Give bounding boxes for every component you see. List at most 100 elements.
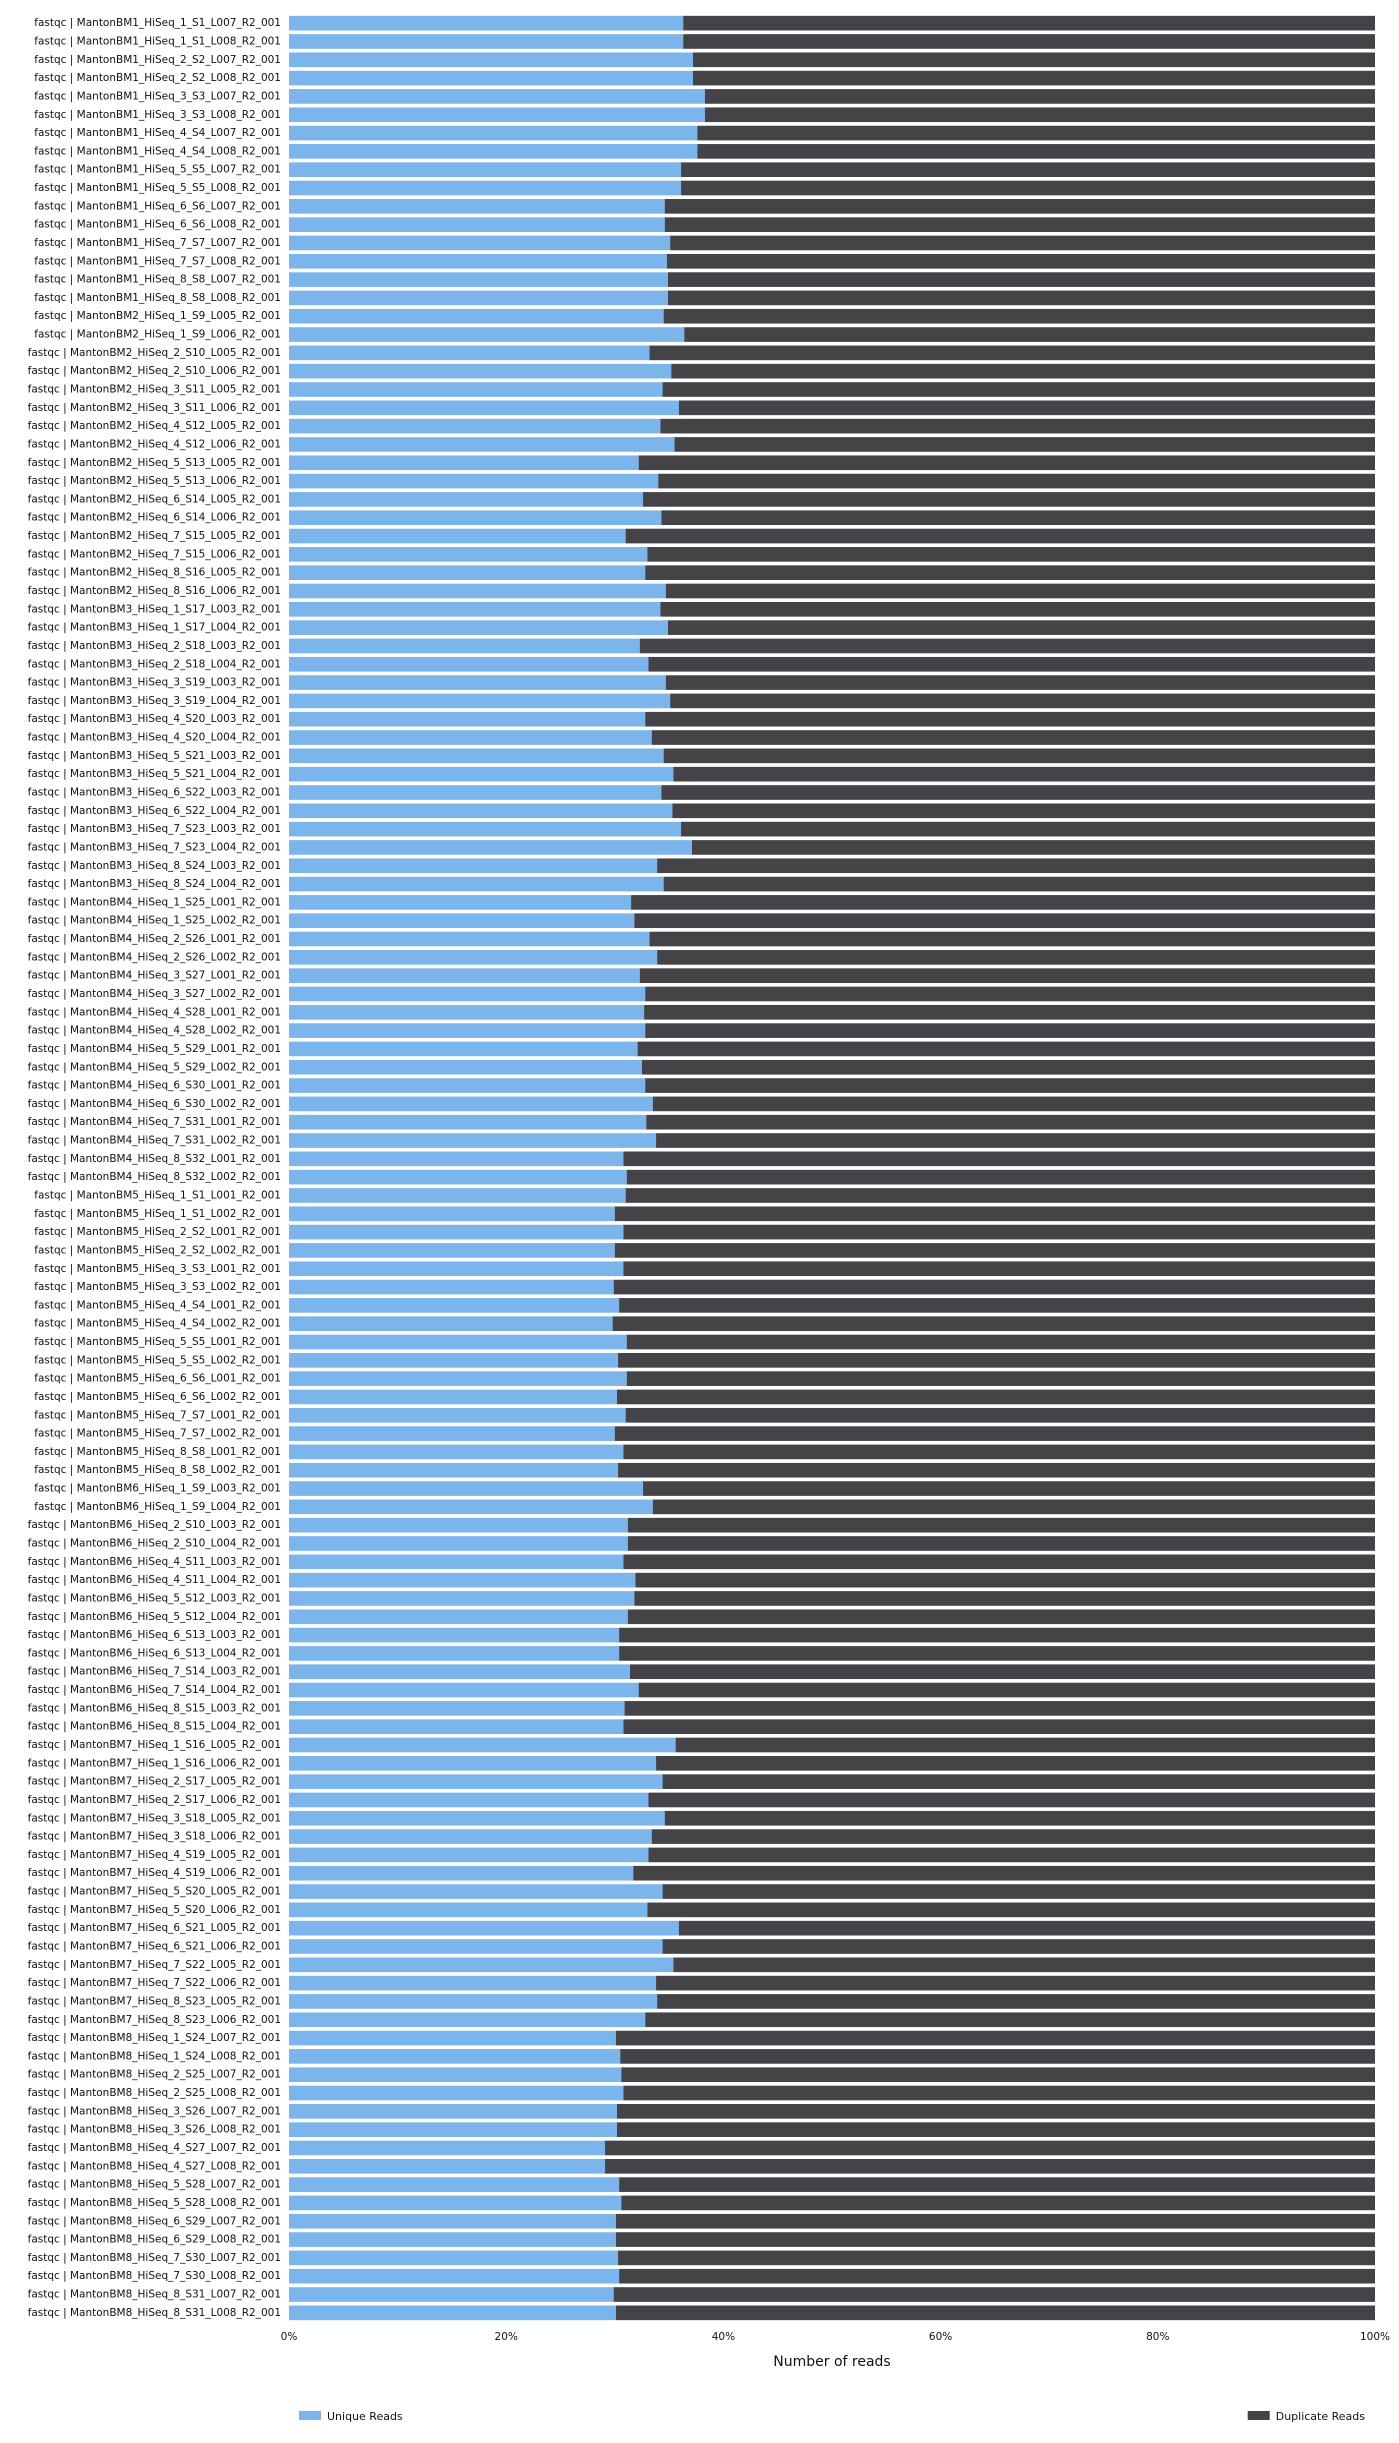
legend-item-unique-reads[interactable]: Unique Reads bbox=[299, 2410, 403, 2423]
bar-duplicate-reads[interactable] bbox=[616, 2104, 1375, 2119]
bar-unique-reads[interactable] bbox=[289, 931, 650, 947]
bar-unique-reads[interactable] bbox=[289, 1810, 665, 1826]
bar-unique-reads[interactable] bbox=[289, 1298, 620, 1313]
bar-duplicate-reads[interactable] bbox=[704, 89, 1375, 104]
bar-unique-reads[interactable] bbox=[289, 821, 682, 837]
bar-duplicate-reads[interactable] bbox=[645, 2012, 1375, 2028]
bar-unique-reads[interactable] bbox=[289, 217, 665, 232]
bar-duplicate-reads[interactable] bbox=[621, 2195, 1375, 2211]
bar-duplicate-reads[interactable] bbox=[660, 418, 1375, 434]
bar-unique-reads[interactable] bbox=[289, 2305, 616, 2321]
bar-unique-reads[interactable] bbox=[289, 1407, 626, 1423]
bar-duplicate-reads[interactable] bbox=[656, 1975, 1375, 1991]
bar-duplicate-reads[interactable] bbox=[620, 2049, 1375, 2064]
bar-unique-reads[interactable] bbox=[289, 693, 671, 709]
bar-unique-reads[interactable] bbox=[289, 1041, 638, 1057]
bar-duplicate-reads[interactable] bbox=[652, 1096, 1375, 1112]
bar-unique-reads[interactable] bbox=[289, 2067, 622, 2083]
bar-unique-reads[interactable] bbox=[289, 1719, 624, 1735]
bar-unique-reads[interactable] bbox=[289, 492, 644, 507]
bar-unique-reads[interactable] bbox=[289, 1169, 627, 1185]
bar-duplicate-reads[interactable] bbox=[623, 1261, 1375, 1277]
bar-unique-reads[interactable] bbox=[289, 1517, 628, 1533]
bar-unique-reads[interactable] bbox=[289, 125, 698, 141]
bar-duplicate-reads[interactable] bbox=[664, 217, 1375, 232]
bar-duplicate-reads[interactable] bbox=[697, 144, 1375, 159]
bar-unique-reads[interactable] bbox=[289, 1206, 615, 1222]
bar-unique-reads[interactable] bbox=[289, 162, 682, 178]
bar-duplicate-reads[interactable] bbox=[657, 1994, 1375, 2009]
bar-duplicate-reads[interactable] bbox=[619, 1298, 1375, 1313]
bar-duplicate-reads[interactable] bbox=[625, 528, 1375, 544]
bar-unique-reads[interactable] bbox=[289, 1004, 645, 1020]
bar-duplicate-reads[interactable] bbox=[675, 1737, 1375, 1753]
bar-unique-reads[interactable] bbox=[289, 1096, 653, 1112]
bar-duplicate-reads[interactable] bbox=[605, 2140, 1375, 2156]
bar-unique-reads[interactable] bbox=[289, 1774, 663, 1789]
bar-duplicate-reads[interactable] bbox=[663, 876, 1375, 892]
bar-unique-reads[interactable] bbox=[289, 1902, 648, 1918]
bar-unique-reads[interactable] bbox=[289, 730, 652, 745]
bar-duplicate-reads[interactable] bbox=[666, 253, 1375, 269]
bar-duplicate-reads[interactable] bbox=[671, 363, 1375, 379]
bar-unique-reads[interactable] bbox=[289, 2213, 616, 2229]
bar-duplicate-reads[interactable] bbox=[678, 1920, 1375, 1936]
bar-duplicate-reads[interactable] bbox=[645, 986, 1375, 1002]
bar-duplicate-reads[interactable] bbox=[623, 1224, 1375, 1240]
bar-duplicate-reads[interactable] bbox=[683, 15, 1375, 31]
bar-duplicate-reads[interactable] bbox=[663, 748, 1375, 764]
bar-duplicate-reads[interactable] bbox=[638, 455, 1375, 471]
bar-duplicate-reads[interactable] bbox=[658, 473, 1375, 489]
bar-duplicate-reads[interactable] bbox=[614, 1243, 1375, 1258]
bar-unique-reads[interactable] bbox=[289, 1188, 626, 1203]
bar-duplicate-reads[interactable] bbox=[634, 1591, 1375, 1606]
bar-unique-reads[interactable] bbox=[289, 968, 640, 983]
bar-unique-reads[interactable] bbox=[289, 1371, 627, 1386]
bar-unique-reads[interactable] bbox=[289, 1792, 649, 1808]
bar-unique-reads[interactable] bbox=[289, 1114, 647, 1130]
bar-duplicate-reads[interactable] bbox=[648, 656, 1375, 672]
bar-unique-reads[interactable] bbox=[289, 253, 667, 269]
bar-unique-reads[interactable] bbox=[289, 1151, 624, 1167]
bar-unique-reads[interactable] bbox=[289, 1939, 663, 1954]
bar-duplicate-reads[interactable] bbox=[673, 1957, 1375, 1973]
bar-unique-reads[interactable] bbox=[289, 2104, 617, 2119]
bar-unique-reads[interactable] bbox=[289, 2085, 624, 2101]
bar-duplicate-reads[interactable] bbox=[627, 1517, 1375, 1533]
bar-unique-reads[interactable] bbox=[289, 1261, 624, 1277]
bar-unique-reads[interactable] bbox=[289, 547, 648, 562]
bar-duplicate-reads[interactable] bbox=[625, 1188, 1375, 1203]
bar-unique-reads[interactable] bbox=[289, 1334, 627, 1350]
bar-unique-reads[interactable] bbox=[289, 15, 684, 31]
bar-duplicate-reads[interactable] bbox=[627, 1609, 1375, 1625]
bar-unique-reads[interactable] bbox=[289, 2030, 616, 2046]
bar-duplicate-reads[interactable] bbox=[618, 1462, 1375, 1478]
bar-unique-reads[interactable] bbox=[289, 950, 658, 965]
bar-unique-reads[interactable] bbox=[289, 2195, 622, 2211]
bar-unique-reads[interactable] bbox=[289, 107, 705, 123]
bar-unique-reads[interactable] bbox=[289, 1884, 663, 1899]
bar-duplicate-reads[interactable] bbox=[614, 1426, 1375, 1441]
bar-duplicate-reads[interactable] bbox=[681, 162, 1375, 178]
bar-duplicate-reads[interactable] bbox=[662, 1884, 1375, 1899]
bar-duplicate-reads[interactable] bbox=[647, 1902, 1375, 1918]
bar-duplicate-reads[interactable] bbox=[613, 1279, 1375, 1295]
bar-unique-reads[interactable] bbox=[289, 2122, 617, 2137]
bar-unique-reads[interactable] bbox=[289, 1462, 619, 1478]
bar-unique-reads[interactable] bbox=[289, 1847, 649, 1863]
bar-duplicate-reads[interactable] bbox=[614, 1206, 1375, 1222]
bar-duplicate-reads[interactable] bbox=[623, 1554, 1375, 1570]
bar-unique-reads[interactable] bbox=[289, 144, 698, 159]
bar-unique-reads[interactable] bbox=[289, 2177, 620, 2192]
bar-duplicate-reads[interactable] bbox=[656, 1755, 1375, 1771]
bar-unique-reads[interactable] bbox=[289, 766, 674, 782]
bar-unique-reads[interactable] bbox=[289, 1975, 657, 1991]
bar-duplicate-reads[interactable] bbox=[646, 1114, 1375, 1130]
bar-duplicate-reads[interactable] bbox=[612, 1316, 1375, 1332]
bar-duplicate-reads[interactable] bbox=[619, 2268, 1375, 2284]
bar-duplicate-reads[interactable] bbox=[692, 52, 1375, 68]
bar-unique-reads[interactable] bbox=[289, 638, 640, 654]
bar-duplicate-reads[interactable] bbox=[647, 547, 1375, 562]
bar-duplicate-reads[interactable] bbox=[681, 180, 1375, 196]
bar-unique-reads[interactable] bbox=[289, 1243, 615, 1258]
